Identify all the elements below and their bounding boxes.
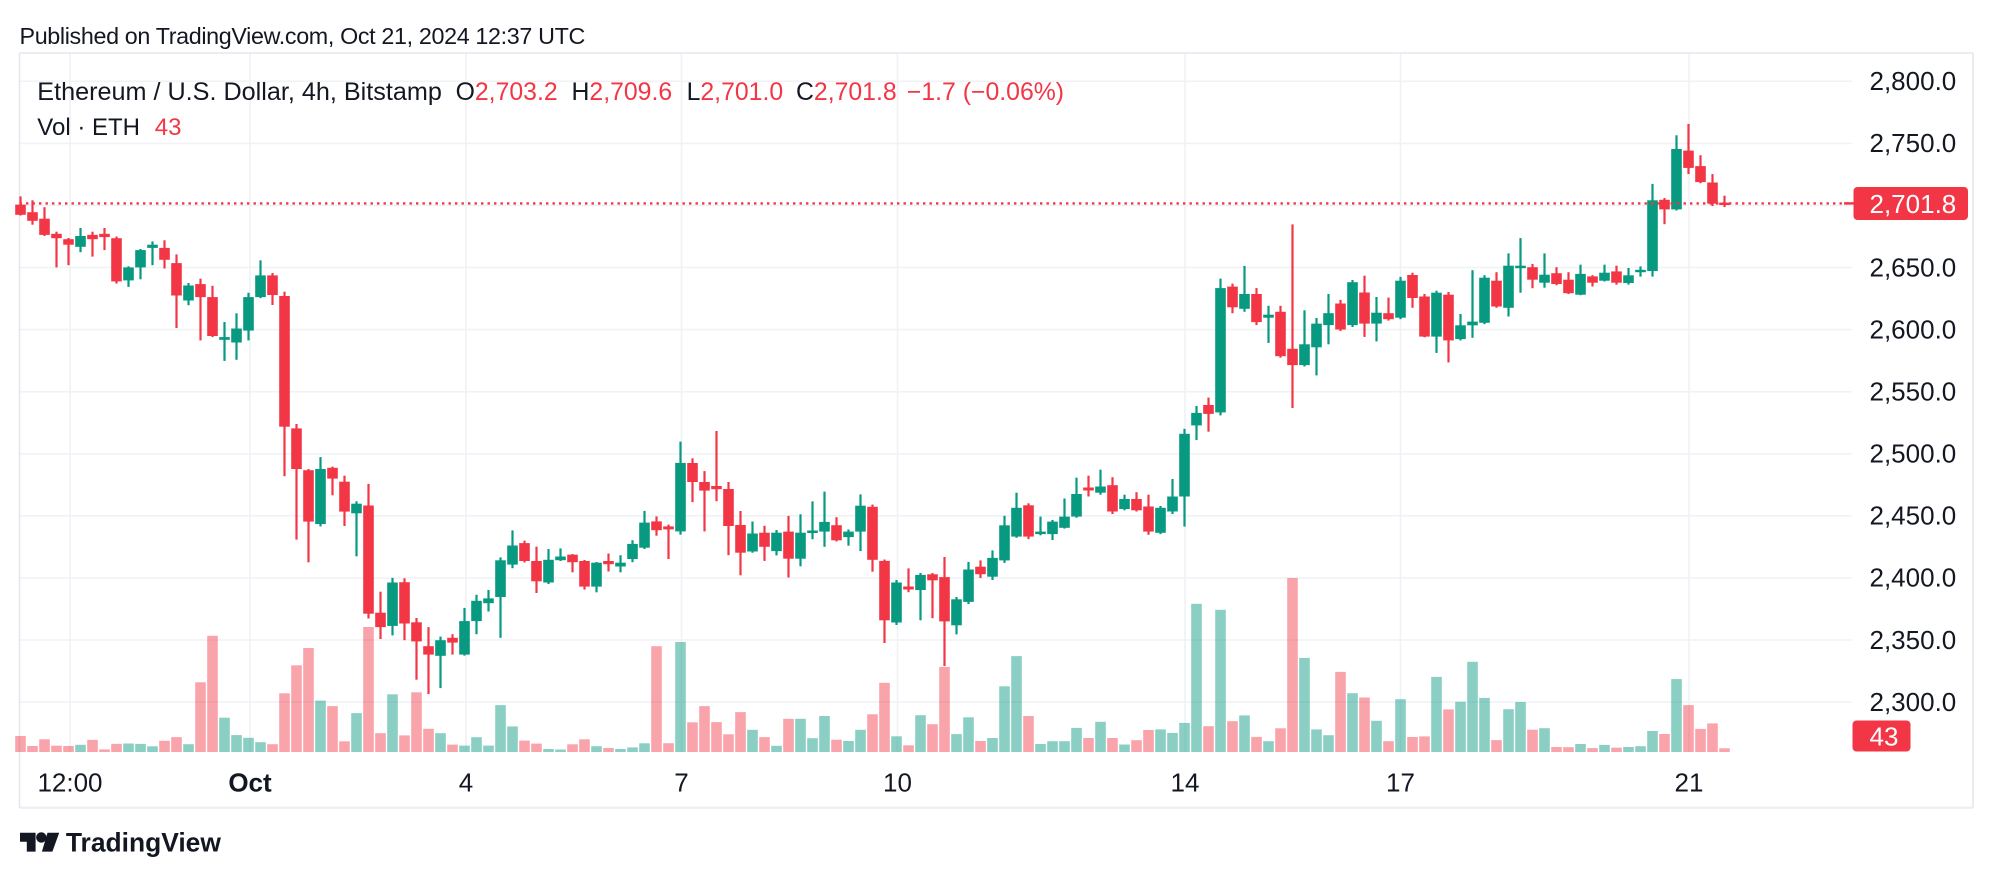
svg-text:2,400.0: 2,400.0 xyxy=(1870,563,1957,593)
svg-text:O2,703.2: O2,703.2 xyxy=(456,79,558,106)
svg-text:2,550.0: 2,550.0 xyxy=(1870,377,1957,407)
svg-text:2,701.8: 2,701.8 xyxy=(1870,189,1957,219)
svg-text:4: 4 xyxy=(459,768,473,798)
svg-text:L2,701.0: L2,701.0 xyxy=(687,79,784,106)
svg-text:TradingView: TradingView xyxy=(66,828,221,858)
svg-text:2,600.0: 2,600.0 xyxy=(1870,314,1957,344)
svg-text:Oct: Oct xyxy=(228,768,272,798)
svg-text:43: 43 xyxy=(1870,721,1899,751)
svg-text:21: 21 xyxy=(1675,768,1704,798)
svg-text:2,350.0: 2,350.0 xyxy=(1870,625,1957,655)
svg-text:Vol · ETH: Vol · ETH xyxy=(37,114,140,141)
svg-text:43: 43 xyxy=(155,114,182,141)
svg-text:H2,709.6: H2,709.6 xyxy=(572,79,673,106)
svg-text:2,750.0: 2,750.0 xyxy=(1870,128,1957,158)
svg-text:10: 10 xyxy=(883,768,912,798)
svg-text:Ethereum / U.S. Dollar, 4h, Bi: Ethereum / U.S. Dollar, 4h, Bitstamp xyxy=(37,78,442,106)
svg-text:2,800.0: 2,800.0 xyxy=(1870,66,1957,96)
svg-text:2,500.0: 2,500.0 xyxy=(1870,439,1957,469)
svg-text:−1.7 (−0.06%): −1.7 (−0.06%) xyxy=(907,79,1064,106)
svg-text:2,650.0: 2,650.0 xyxy=(1870,252,1957,282)
svg-text:2,450.0: 2,450.0 xyxy=(1870,501,1957,531)
svg-text:14: 14 xyxy=(1171,768,1200,798)
svg-text:17: 17 xyxy=(1386,768,1415,798)
svg-text:C2,701.8: C2,701.8 xyxy=(796,79,897,106)
svg-text:2,300.0: 2,300.0 xyxy=(1870,687,1957,717)
svg-text:Published on TradingView.com,: Published on TradingView.com, Oct 21, 20… xyxy=(20,23,585,49)
svg-text:7: 7 xyxy=(674,768,688,798)
svg-text:12:00: 12:00 xyxy=(37,768,102,798)
